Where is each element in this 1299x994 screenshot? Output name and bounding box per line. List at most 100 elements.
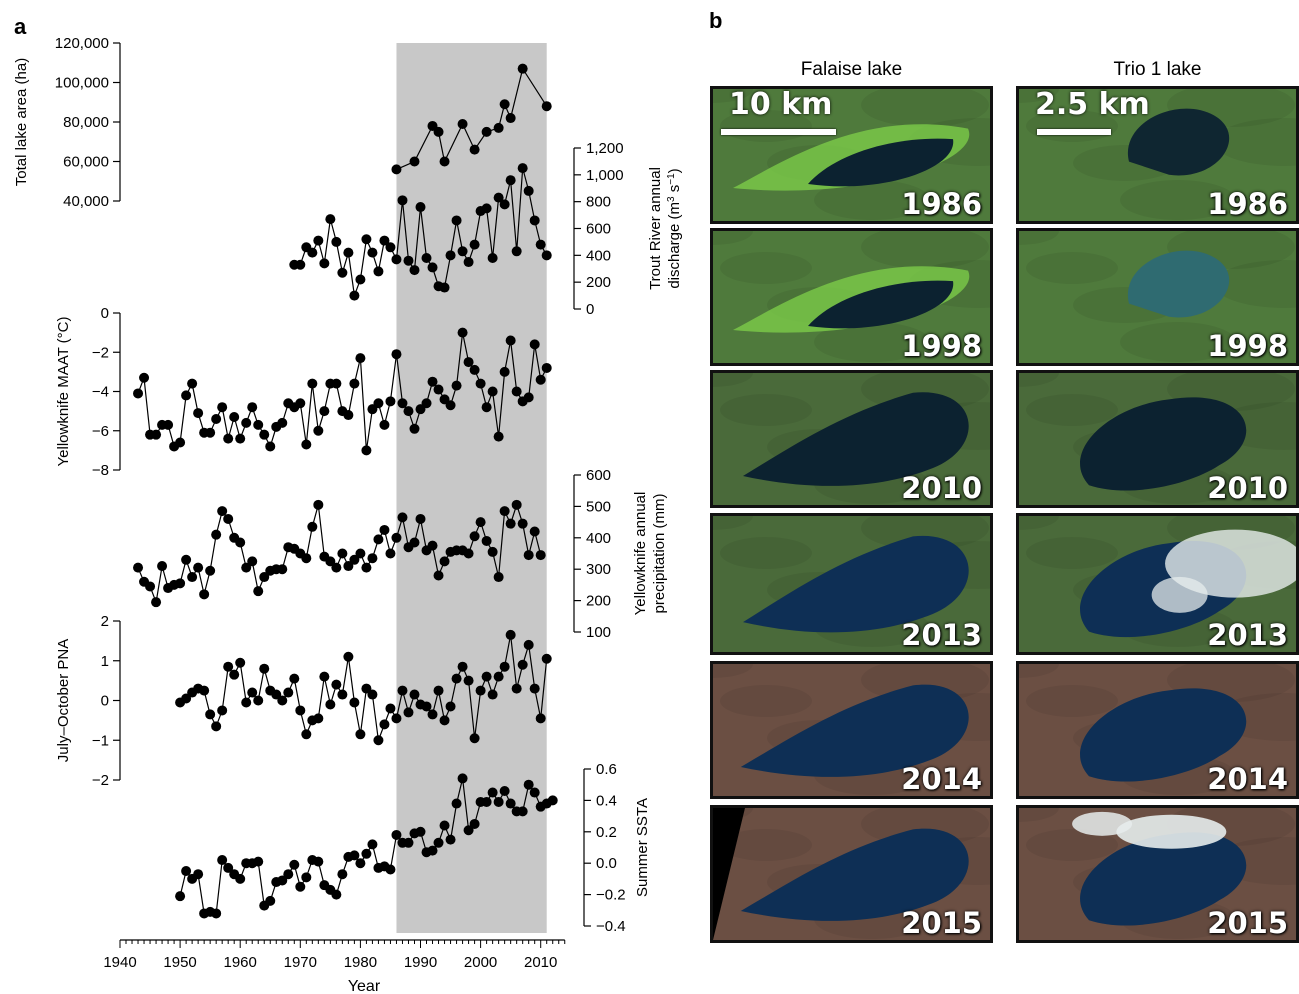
y-tick-label: 500 [586, 498, 611, 515]
data-point [487, 253, 498, 264]
panel-a-label: a [14, 14, 27, 39]
data-point [427, 845, 438, 856]
data-point [235, 433, 246, 444]
data-point [421, 701, 432, 712]
panel-b-label: b [709, 8, 723, 33]
y-axis-title-line2: precipitation (mm) [651, 493, 668, 613]
satellite-tile: 2014 [710, 661, 993, 799]
data-point [349, 697, 360, 708]
data-point [523, 392, 534, 403]
column-title: Falaise lake [800, 59, 903, 80]
data-point [211, 721, 222, 732]
data-point [367, 247, 378, 258]
data-point [535, 713, 546, 724]
x-tick-label: 2010 [524, 954, 557, 971]
y-tick-label: −4 [92, 384, 109, 401]
tile-scene [713, 808, 990, 940]
data-point [193, 408, 204, 419]
data-point [331, 378, 342, 389]
data-point [373, 266, 384, 277]
data-point [391, 532, 402, 543]
y-tick-label: 400 [586, 247, 611, 264]
data-point [409, 689, 420, 700]
data-point [493, 572, 504, 583]
y-tick-label: 100 [586, 624, 611, 641]
data-point [541, 101, 552, 112]
data-point [301, 729, 312, 740]
data-point [505, 629, 516, 640]
data-point [199, 685, 210, 696]
data-point [193, 562, 204, 573]
satellite-tile: 2014 [1016, 661, 1299, 799]
y-tick-label: −2 [92, 772, 109, 789]
data-point [301, 439, 312, 450]
data-point [277, 695, 288, 706]
y-axis-title: Trout River annual [647, 167, 664, 290]
data-point [439, 556, 450, 567]
data-point [157, 561, 168, 572]
data-point [451, 798, 462, 809]
data-point [331, 562, 342, 573]
data-point [409, 537, 420, 548]
data-point [241, 562, 252, 573]
data-point [433, 685, 444, 696]
y-tick-label: 60,000 [63, 154, 109, 171]
data-point [415, 513, 426, 524]
satellite-tile: 1998 [1016, 228, 1299, 366]
year-label: 2013 [1207, 618, 1288, 652]
data-point [439, 820, 450, 831]
data-point [397, 195, 408, 206]
data-point [355, 729, 366, 740]
data-point [499, 199, 510, 210]
data-point [541, 653, 552, 664]
y-tick-label: 1,000 [586, 167, 624, 184]
data-point [457, 327, 468, 338]
tile-scene [713, 664, 990, 795]
tile-scene [1019, 231, 1296, 362]
data-point [457, 661, 468, 672]
data-point [277, 875, 288, 886]
data-point [283, 687, 294, 698]
y-axis-title: Summer SSTA [634, 798, 651, 897]
y-tick-label: −6 [92, 423, 109, 440]
y-tick-label: 0.2 [596, 824, 617, 841]
data-point [223, 661, 234, 672]
y-tick-label: 400 [586, 530, 611, 547]
data-point [133, 388, 144, 399]
year-label: 2014 [901, 762, 982, 796]
data-point [451, 673, 462, 684]
y-tick-label: 120,000 [55, 35, 109, 52]
data-point [523, 779, 534, 790]
series-1: 40,000 60,000 80,000 100,000 120,000 Total la… [13, 35, 552, 210]
data-point [349, 378, 360, 389]
data-point [241, 697, 252, 708]
data-point [391, 254, 402, 265]
data-point [325, 699, 336, 710]
scale-label: 10 km [729, 87, 833, 122]
data-point [517, 518, 528, 529]
data-point [529, 215, 540, 226]
data-point [475, 378, 486, 389]
y-tick-label: −8 [92, 462, 109, 479]
series-2: 0 200 400 600 800 1,000 1,200 Trout River annua… [289, 140, 683, 318]
data-point [223, 433, 234, 444]
data-point [481, 126, 492, 137]
data-point [421, 253, 432, 264]
data-point [367, 839, 378, 850]
data-point [133, 562, 144, 573]
x-tick-label: 1970 [284, 954, 317, 971]
data-point [403, 837, 414, 848]
y-tick-label: 80,000 [63, 114, 109, 131]
data-point [385, 548, 396, 559]
data-point [523, 185, 534, 196]
data-point [385, 242, 396, 253]
data-point [385, 864, 396, 875]
data-point [361, 562, 372, 573]
data-point [391, 829, 402, 840]
data-point [403, 255, 414, 266]
data-point [487, 546, 498, 557]
data-point [391, 713, 402, 724]
satellite-tile: 1986 10 km [710, 86, 993, 224]
y-tick-label: 2 [101, 613, 109, 630]
